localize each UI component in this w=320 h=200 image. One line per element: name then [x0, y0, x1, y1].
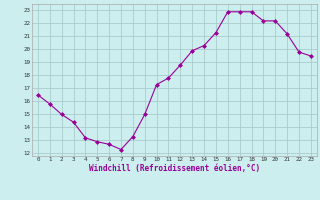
X-axis label: Windchill (Refroidissement éolien,°C): Windchill (Refroidissement éolien,°C): [89, 164, 260, 173]
